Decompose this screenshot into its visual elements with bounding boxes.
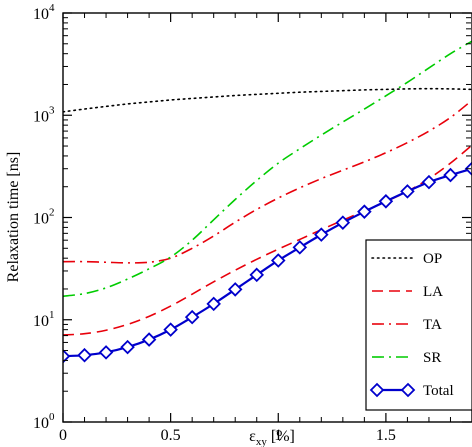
series-ta — [63, 99, 472, 264]
marker-total-10 — [270, 253, 286, 268]
x-tick-label: 1.5 — [376, 427, 396, 444]
marker-total-5 — [163, 322, 178, 337]
legend-label-sr: SR — [423, 350, 441, 366]
marker-total-1 — [77, 347, 92, 363]
legend-label-la: LA — [423, 284, 443, 300]
series-line-ta — [63, 99, 472, 264]
y-tick-label: 102 — [33, 207, 55, 228]
legend: OP LA TA SR Total — [365, 239, 472, 411]
legend-marker-total — [369, 382, 385, 398]
marker-total-4 — [141, 332, 157, 347]
legend-label-ta: TA — [423, 317, 442, 333]
x-axis-label-unit: [%] — [271, 428, 295, 445]
marker-total-12 — [314, 227, 329, 242]
y-tick-label: 104 — [33, 2, 55, 23]
series-line-op — [63, 87, 472, 113]
marker-total-2 — [98, 345, 114, 360]
series-layer — [63, 40, 472, 364]
legend-item-sr: SR — [372, 350, 441, 366]
y-axis-label: Relaxation time [ns] — [5, 152, 22, 283]
marker-total-17 — [421, 174, 437, 190]
series-total — [63, 161, 472, 364]
legend-item-ta: TA — [372, 317, 442, 333]
legend-marker-total-2 — [400, 382, 416, 398]
marker-total-13 — [335, 215, 351, 230]
y-tick-label: 103 — [33, 104, 55, 125]
legend-item-total: Total — [369, 382, 454, 399]
series-op — [63, 87, 472, 113]
x-tick-label: 1 — [274, 427, 282, 444]
legend-label-total: Total — [423, 383, 454, 399]
legend-item-op: OP — [371, 251, 442, 267]
legend-box — [365, 239, 472, 411]
x-tick-label: 0 — [59, 427, 67, 444]
marker-total-16 — [400, 184, 415, 199]
marker-total-15 — [378, 194, 394, 209]
series-line-sr — [63, 40, 472, 297]
x-axis-label-symbol: ε — [249, 428, 256, 445]
marker-total-7 — [206, 296, 221, 312]
y-tick-label: 100 — [33, 411, 55, 432]
y-tick-label: 101 — [33, 309, 55, 330]
legend-item-la: LA — [372, 284, 443, 300]
marker-total-14 — [357, 204, 372, 219]
series-line-la — [63, 144, 472, 336]
legend-label-op: OP — [423, 251, 442, 267]
marker-total-8 — [227, 282, 243, 297]
marker-total-0 — [63, 348, 71, 364]
marker-total-9 — [249, 267, 265, 283]
x-tick-label: 0.5 — [161, 427, 181, 444]
series-sr — [63, 40, 472, 297]
x-axis-label-subscript: xy — [256, 436, 268, 447]
marker-total-3 — [120, 339, 135, 355]
marker-total-18 — [443, 167, 458, 183]
marker-total-11 — [292, 240, 308, 255]
marker-total-6 — [184, 309, 200, 325]
series-la — [63, 144, 472, 336]
x-axis-label: εxy [%] — [249, 428, 295, 447]
